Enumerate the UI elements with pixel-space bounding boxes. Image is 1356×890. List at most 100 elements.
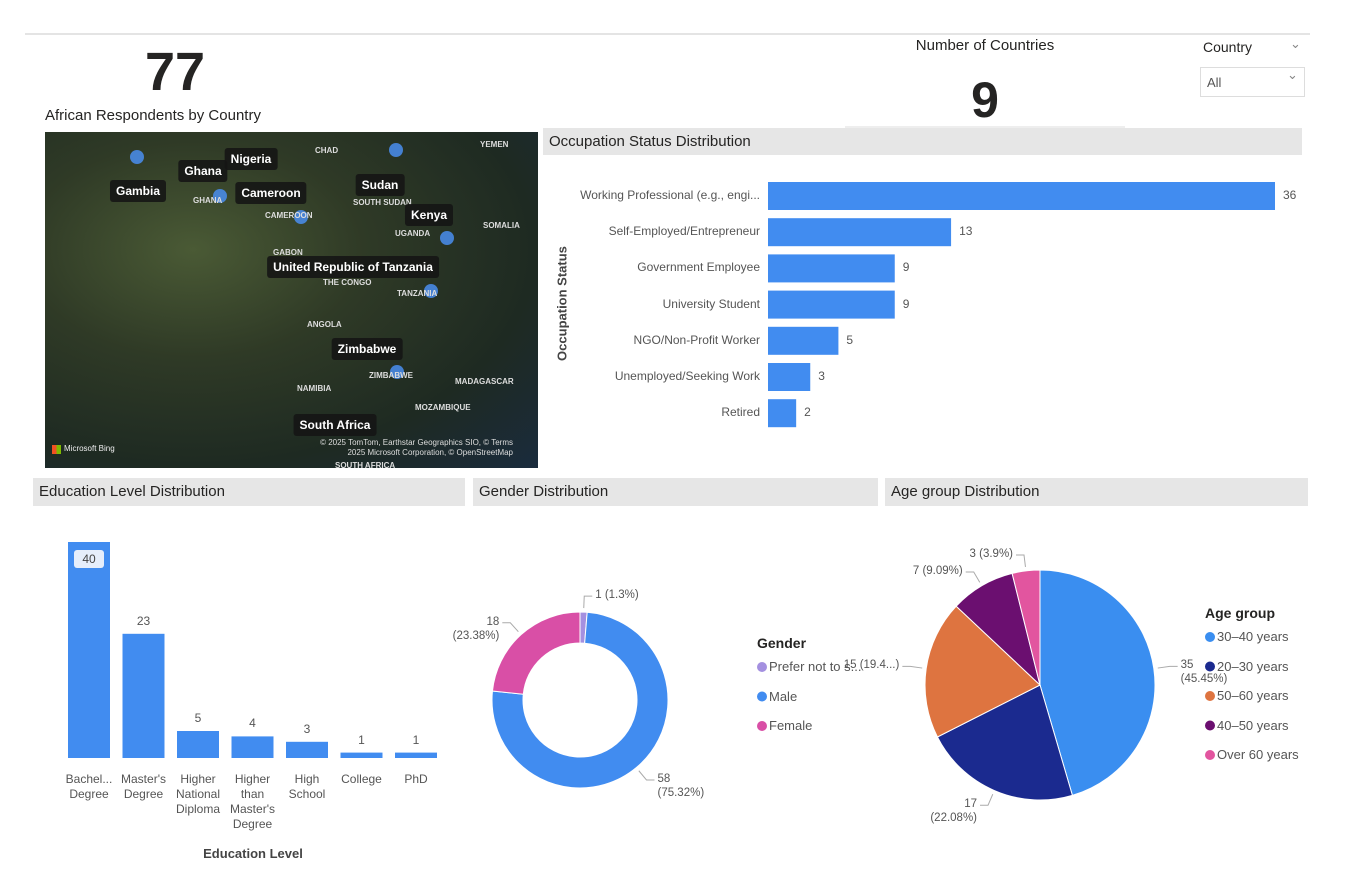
chevron[interactable]: ⌄ xyxy=(1290,36,1301,51)
x-tick-label: Higher National Diploma xyxy=(175,772,221,816)
legend-label: 50–60 years xyxy=(1217,688,1289,703)
x-tick-label: Master's Degree xyxy=(121,772,166,801)
data-label: 18 (23.38%) xyxy=(452,615,500,642)
data-label: 58 (75.32%) xyxy=(657,772,705,799)
leader-line xyxy=(1016,554,1026,567)
data-label: 2 xyxy=(804,405,811,420)
data-label: 5 xyxy=(846,332,854,347)
legend-swatch xyxy=(757,662,767,672)
legend-title: Age group xyxy=(1205,605,1275,621)
top-rule xyxy=(25,33,1310,35)
data-label: 4 xyxy=(249,716,256,731)
place-name: SOUTH AFRICA xyxy=(335,461,396,468)
y-tick-label: NGO/Non-Profit Worker xyxy=(633,332,760,347)
slice xyxy=(924,605,1041,738)
country-label: Gambia xyxy=(109,180,167,202)
legend-label: Female xyxy=(769,718,813,733)
chevron: ⌄ xyxy=(1287,67,1298,82)
data-label: 9 xyxy=(902,260,910,275)
map-logo: Microsoft Bing xyxy=(64,444,115,453)
chart-title: Gender Distribution xyxy=(473,478,878,506)
country-label: Ghana xyxy=(178,160,228,182)
bar xyxy=(768,399,797,428)
data-label: 5 xyxy=(194,711,202,725)
leader-line xyxy=(965,571,981,583)
map-bubble xyxy=(213,189,227,203)
place-name: ANGOLA xyxy=(307,320,342,329)
map-bubble xyxy=(130,150,144,164)
leader-line xyxy=(583,595,593,609)
bar xyxy=(340,752,383,758)
slicer-dropdown[interactable]: All ⌄ xyxy=(1200,67,1305,97)
place-name: CHAD xyxy=(315,146,339,155)
place-name: THE CONGO xyxy=(323,278,372,287)
data-label: 35 (45.45%) xyxy=(1180,659,1228,686)
data-label: 40 xyxy=(74,550,104,568)
place-name: TANZANIA xyxy=(397,289,438,298)
bar xyxy=(768,326,839,355)
place-name: SOUTH SUDAN xyxy=(353,198,412,207)
place-name: GHANA xyxy=(193,196,223,205)
bar xyxy=(768,182,1275,210)
map-bubble xyxy=(440,231,454,245)
leader-line xyxy=(902,665,923,669)
legend-label: 30–40 years xyxy=(1217,629,1289,644)
slice xyxy=(491,611,669,789)
map-bubble xyxy=(389,143,403,157)
data-label: 1 xyxy=(358,732,365,747)
bar xyxy=(768,218,952,247)
bar xyxy=(395,752,437,758)
data-label: 1 xyxy=(412,732,420,747)
legend-label: Prefer not to s... xyxy=(769,659,862,674)
x-tick-label: PhD xyxy=(404,772,428,786)
legend-label: Male xyxy=(769,688,798,704)
slicer-selection: All xyxy=(1207,75,1222,90)
country-label: Sudan xyxy=(355,174,405,196)
place-name: UGANDA xyxy=(395,229,431,238)
bing-icon xyxy=(52,445,61,454)
slice xyxy=(1039,569,1156,796)
country-label: United Republic of Tanzania xyxy=(267,256,439,278)
data-label: 23 xyxy=(136,613,151,628)
legend-swatch xyxy=(757,721,767,731)
y-tick-label: Self-Employed/Entrepreneur xyxy=(608,224,760,239)
country-label: Cameroon xyxy=(235,182,307,204)
country-label: Kenya xyxy=(404,204,454,226)
bar xyxy=(768,254,895,283)
x-tick-label: College xyxy=(341,772,382,786)
leader-line xyxy=(502,622,519,633)
bar xyxy=(122,633,165,758)
legend-label: 40–50 years xyxy=(1217,717,1289,733)
legend-label: Over 60 years xyxy=(1217,747,1299,762)
data-label: 9 xyxy=(902,296,910,311)
legend-swatch xyxy=(1205,691,1215,701)
legend-title: Gender xyxy=(757,635,807,651)
legend-label: 20–30 years xyxy=(1217,658,1289,674)
place-name: MADAGASCAR xyxy=(455,377,514,386)
y-tick-label: University Student xyxy=(662,296,760,311)
x-tick-label: Higher than Master's Degree xyxy=(230,772,275,831)
place-name: NAMIBIA xyxy=(297,384,332,393)
legend-swatch xyxy=(1205,750,1215,760)
leader-line xyxy=(1157,665,1178,669)
bar xyxy=(231,736,274,758)
place-name: YEMEN xyxy=(480,140,509,149)
slicer-label: Country xyxy=(1203,39,1253,55)
slice xyxy=(491,611,581,695)
chart-title: Occupation Status Distribution xyxy=(543,128,1302,155)
legend-swatch xyxy=(757,691,767,702)
bar xyxy=(177,731,219,758)
legend-swatch xyxy=(1205,661,1215,672)
bar xyxy=(768,363,811,391)
slice xyxy=(936,684,1074,801)
country-label: Zimbabwe xyxy=(331,338,403,360)
data-label: 3 (3.9%) xyxy=(969,547,1013,560)
y-tick-label: Retired xyxy=(721,405,760,420)
map[interactable]: CHAD YEMEN SOUTH SUDAN UGANDA SOMALIA GABON TH… xyxy=(45,132,538,468)
place-name: ZIMBABWE xyxy=(369,371,413,380)
map-attribution: 2025 Microsoft Corporation, © OpenStreet… xyxy=(347,448,513,457)
chart-title: Age group Distribution xyxy=(885,478,1308,506)
leader-line xyxy=(980,794,994,806)
